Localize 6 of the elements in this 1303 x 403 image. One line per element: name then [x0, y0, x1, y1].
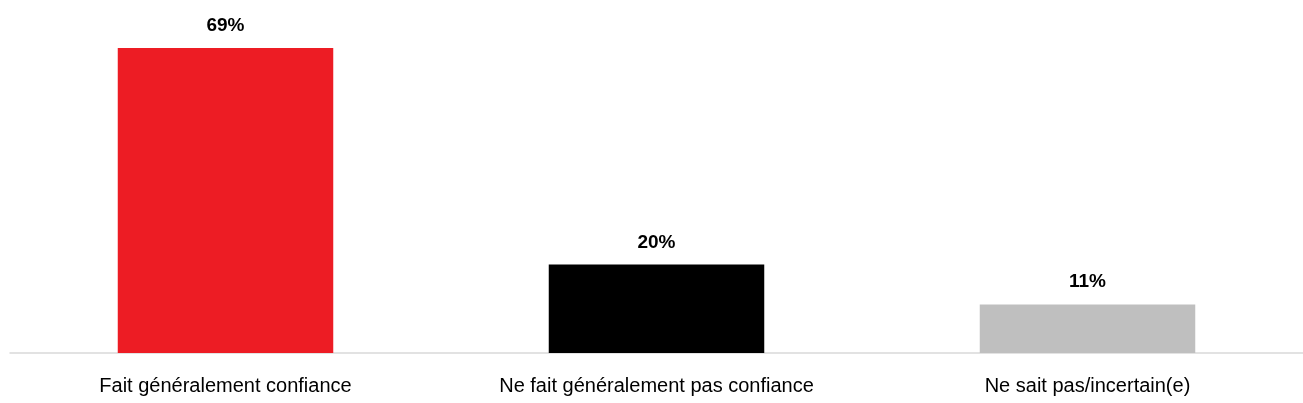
data-label: 11% [1069, 270, 1107, 292]
x-tick-label: Ne sait pas/incertain(e) [984, 374, 1191, 396]
data-label: 69% [206, 14, 245, 35]
data-label: 20% [637, 230, 676, 252]
x-tick-label: Ne fait généralement pas confiance [499, 374, 814, 396]
x-tick-label: Fait généralement confiance [99, 374, 352, 396]
